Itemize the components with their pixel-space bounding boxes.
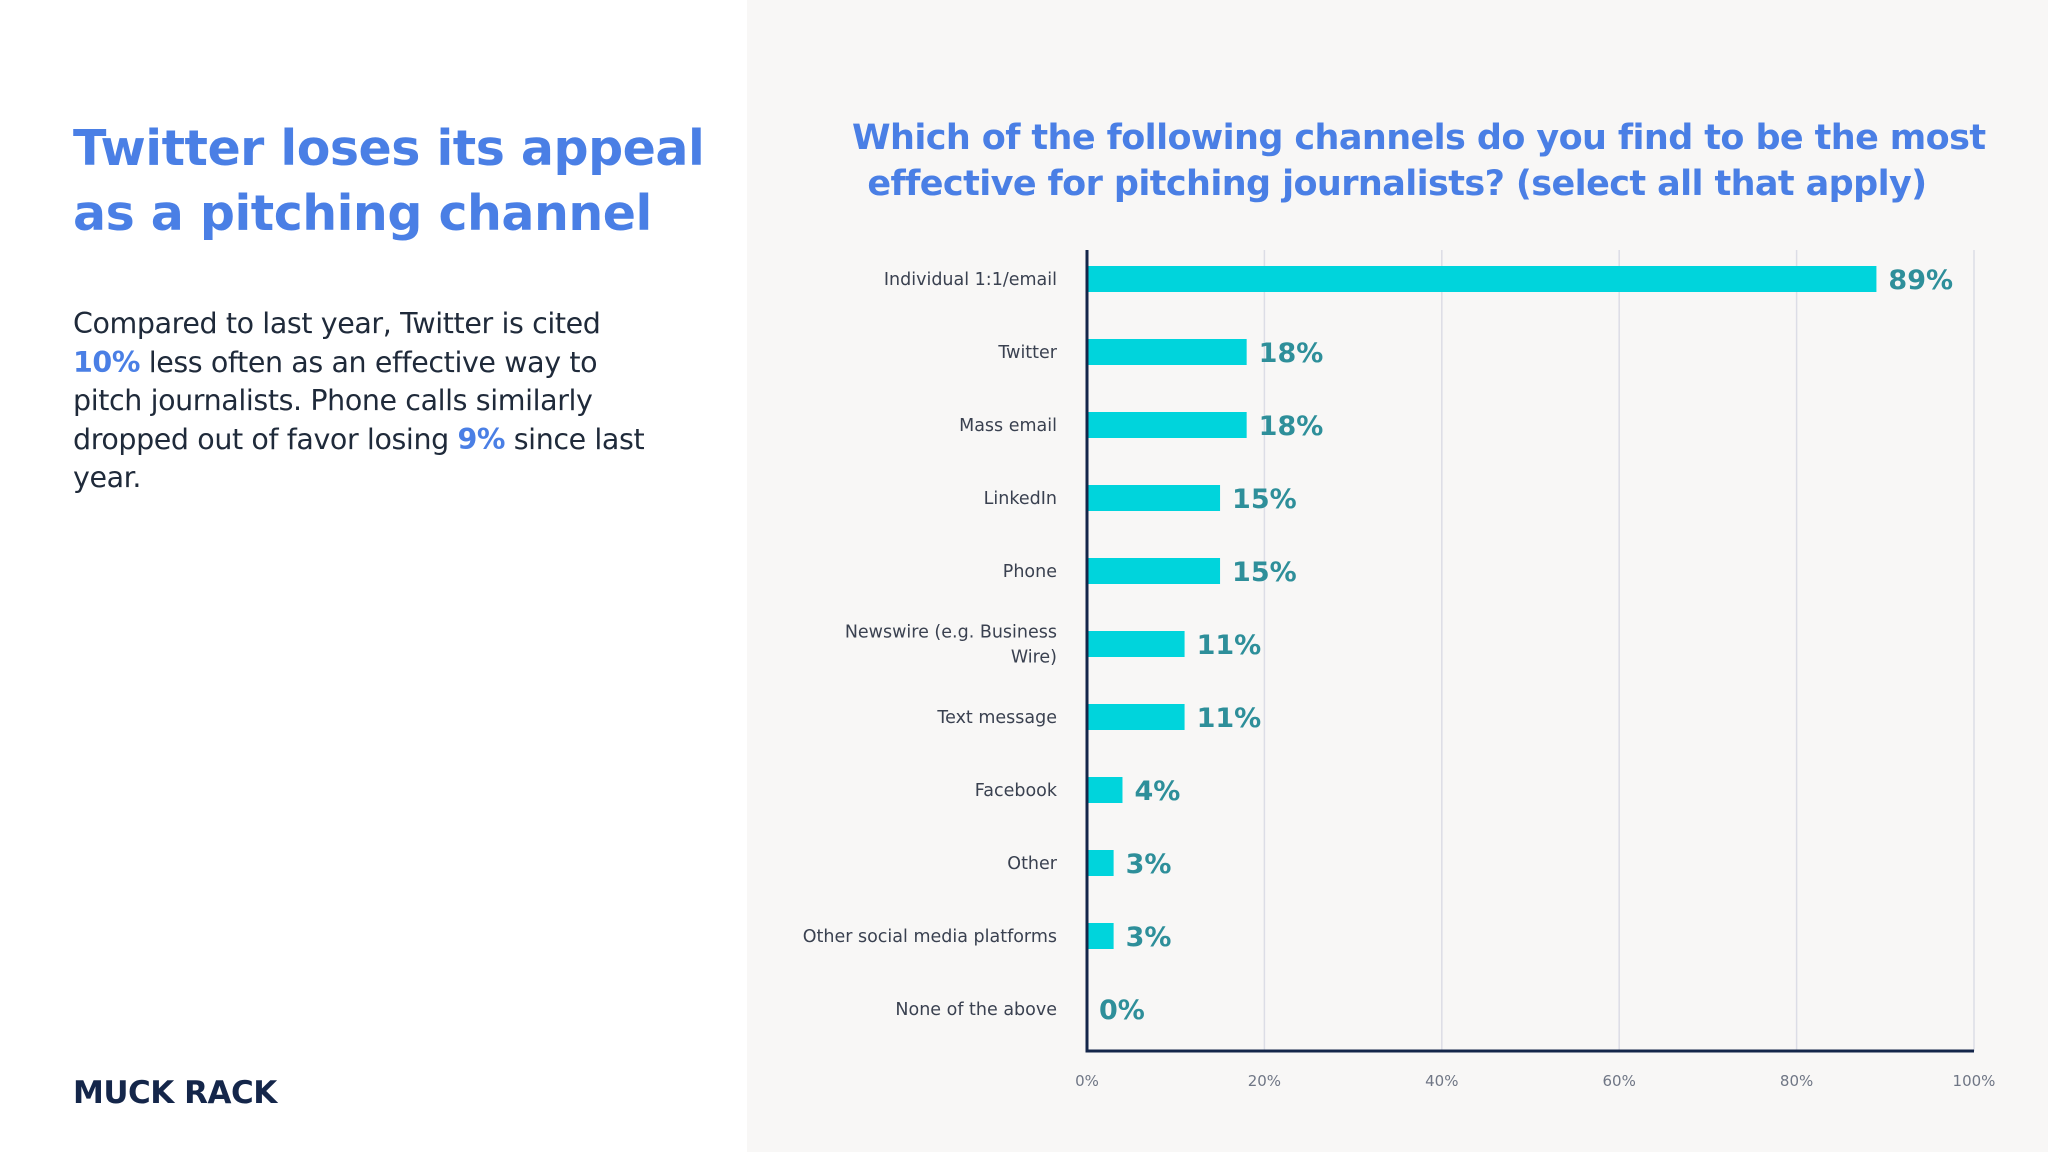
x-tick-label-0: 0% (1075, 1072, 1099, 1090)
category-label-7: Facebook (975, 781, 1058, 801)
category-label-10: None of the above (895, 1000, 1057, 1020)
category-label-line: Facebook (975, 781, 1058, 801)
phone-drop-highlight: 9% (457, 422, 506, 456)
summary-paragraph: Compared to last year, Twitter is cited … (73, 305, 673, 498)
value-label-9: 3% (1126, 922, 1172, 953)
category-label-line: Wire) (1011, 648, 1057, 668)
value-label-6: 11% (1197, 703, 1262, 734)
category-label-5: Newswire (e.g. Business Wire) (845, 623, 1057, 668)
category-label-1: Twitter (997, 343, 1057, 363)
value-label-5: 11% (1197, 630, 1262, 661)
value-label-3: 15% (1232, 484, 1297, 515)
bar-9 (1087, 923, 1114, 949)
category-label-0: Individual 1:1/email (884, 270, 1057, 290)
value-label-0: 89% (1888, 265, 1953, 296)
twitter-drop-highlight: 10% (73, 345, 141, 379)
category-label-line: Mass email (959, 416, 1057, 436)
chart-panel (747, 0, 2048, 1152)
category-label-line: Other social media platforms (803, 927, 1057, 947)
bar-0 (1087, 266, 1877, 292)
category-label-line: Twitter (997, 343, 1057, 363)
value-label-2: 18% (1259, 411, 1324, 442)
category-label-3: LinkedIn (984, 489, 1057, 509)
category-label-line: Other (1007, 854, 1057, 874)
value-label-8: 3% (1126, 849, 1172, 880)
category-label-line: Phone (1003, 562, 1057, 582)
left-panel: Twitter loses its appeal as a pitching c… (0, 0, 747, 1152)
chart-title-line-1: Which of the following channels do you f… (852, 118, 1986, 158)
value-label-7: 4% (1134, 776, 1180, 807)
bar-8 (1087, 850, 1114, 876)
category-label-line: Newswire (e.g. Business (845, 623, 1057, 643)
bar-4 (1087, 558, 1221, 584)
category-label-9: Other social media platforms (803, 927, 1057, 947)
value-label-1: 18% (1259, 338, 1324, 369)
muck-rack-logo: MUCK RACK (73, 1075, 277, 1111)
bar-6 (1087, 704, 1185, 730)
x-tick-label-40: 40% (1425, 1072, 1458, 1090)
category-label-line: None of the above (895, 1000, 1057, 1020)
value-label-4: 15% (1232, 557, 1297, 588)
category-label-4: Phone (1003, 562, 1057, 582)
chart-title-line-2: effective for pitching journalists? (sel… (867, 164, 1927, 204)
category-label-line: Text message (936, 708, 1057, 728)
x-tick-label-100: 100% (1953, 1072, 1996, 1090)
value-label-10: 0% (1099, 995, 1145, 1026)
bar-1 (1087, 339, 1247, 365)
title-line-1: Twitter loses its appeal (73, 120, 705, 177)
category-label-8: Other (1007, 854, 1057, 874)
category-label-line: LinkedIn (984, 489, 1057, 509)
summary-text-2: less often as an effective way to pitch … (73, 345, 598, 456)
category-label-2: Mass email (959, 416, 1057, 436)
summary-text-1: Compared to last year, Twitter is cited (73, 307, 601, 340)
category-label-6: Text message (936, 708, 1057, 728)
chart-title: Which of the following channels do you f… (852, 115, 1986, 207)
page-title: Twitter loses its appeal as a pitching c… (73, 116, 705, 246)
bar-3 (1087, 485, 1221, 511)
bar-7 (1087, 777, 1123, 803)
bar-5 (1087, 631, 1185, 657)
x-tick-label-80: 80% (1780, 1072, 1813, 1090)
x-tick-label-20: 20% (1248, 1072, 1281, 1090)
summary-text-3: since last year. (73, 422, 645, 495)
bar-2 (1087, 412, 1247, 438)
category-label-line: Individual 1:1/email (884, 270, 1057, 290)
title-line-2: as a pitching channel (73, 185, 652, 242)
x-tick-label-60: 60% (1603, 1072, 1636, 1090)
